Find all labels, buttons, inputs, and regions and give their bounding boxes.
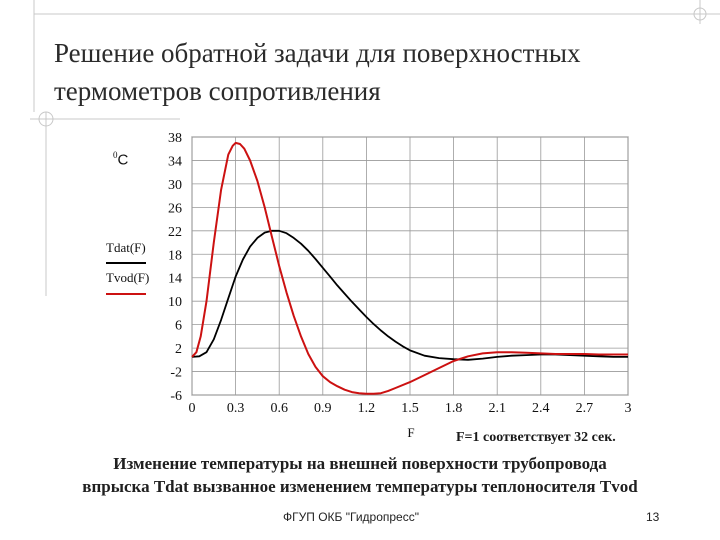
- caption-line-1: Изменение температуры на внешней поверхн…: [113, 454, 607, 473]
- footer-page-number: 13: [646, 510, 660, 524]
- legend-label-tdat: Tdat(F): [106, 240, 146, 255]
- series-line-tdatf: [191, 229, 628, 361]
- y-tick-label: 2: [175, 342, 182, 357]
- y-axis-unit: 0C: [113, 150, 128, 169]
- x-tick-label: 3: [625, 401, 632, 416]
- y-tick-label: 26: [168, 201, 182, 216]
- x-tick-label: 1.5: [401, 401, 419, 416]
- x-tick-label: 2.7: [576, 401, 594, 416]
- y-tick-label: 30: [168, 178, 182, 193]
- y-axis-unit-superscript: 0: [113, 150, 118, 160]
- y-tick-label: 38: [168, 131, 182, 146]
- slide-title-line-1: Решение обратной задачи для поверхностны…: [54, 38, 581, 68]
- y-tick-label: 14: [168, 272, 182, 287]
- x-axis-label: F: [407, 425, 414, 440]
- x-tick-label: 0.9: [314, 401, 332, 416]
- y-axis-unit-label: C: [117, 151, 129, 169]
- time-scale-note: F=1 соответствует 32 сек.: [456, 430, 616, 445]
- x-tick-label: 1.2: [358, 401, 376, 416]
- frame-circle-icon: [38, 111, 54, 127]
- x-tick-label: 2.1: [488, 401, 506, 416]
- y-tick-label: -2: [170, 366, 182, 381]
- y-tick-label: 34: [168, 154, 182, 169]
- legend-swatch-tdat: [106, 262, 146, 264]
- x-tick-label: 0.3: [227, 401, 245, 416]
- corner-circle-icon: [693, 7, 707, 21]
- y-tick-label: 22: [168, 225, 182, 240]
- x-tick-label: 0.6: [270, 401, 288, 416]
- slide-title: Решение обратной задачи для поверхностны…: [54, 34, 674, 110]
- x-tick-label: 2.4: [532, 401, 550, 416]
- slide-caption: Изменение температуры на внешней поверхн…: [0, 452, 720, 498]
- slide-title-line-2: термометров сопротивления: [54, 76, 381, 106]
- x-tick-label: 1.8: [445, 401, 463, 416]
- x-tick-label: 0: [189, 401, 196, 416]
- y-tick-label: 6: [175, 319, 182, 334]
- caption-line-2: впрыска Tdat вызванное изменением темпер…: [82, 477, 638, 496]
- y-tick-label: 18: [168, 248, 182, 263]
- y-tick-label: 10: [168, 295, 182, 310]
- legend-label-tvod: Tvod(F): [106, 270, 150, 285]
- footer-organization: ФГУП ОКБ "Гидропресс": [283, 510, 419, 524]
- legend-swatch-tvod: [106, 293, 146, 295]
- y-tick-label: -6: [170, 389, 182, 404]
- series-line-tvodf: [191, 141, 628, 395]
